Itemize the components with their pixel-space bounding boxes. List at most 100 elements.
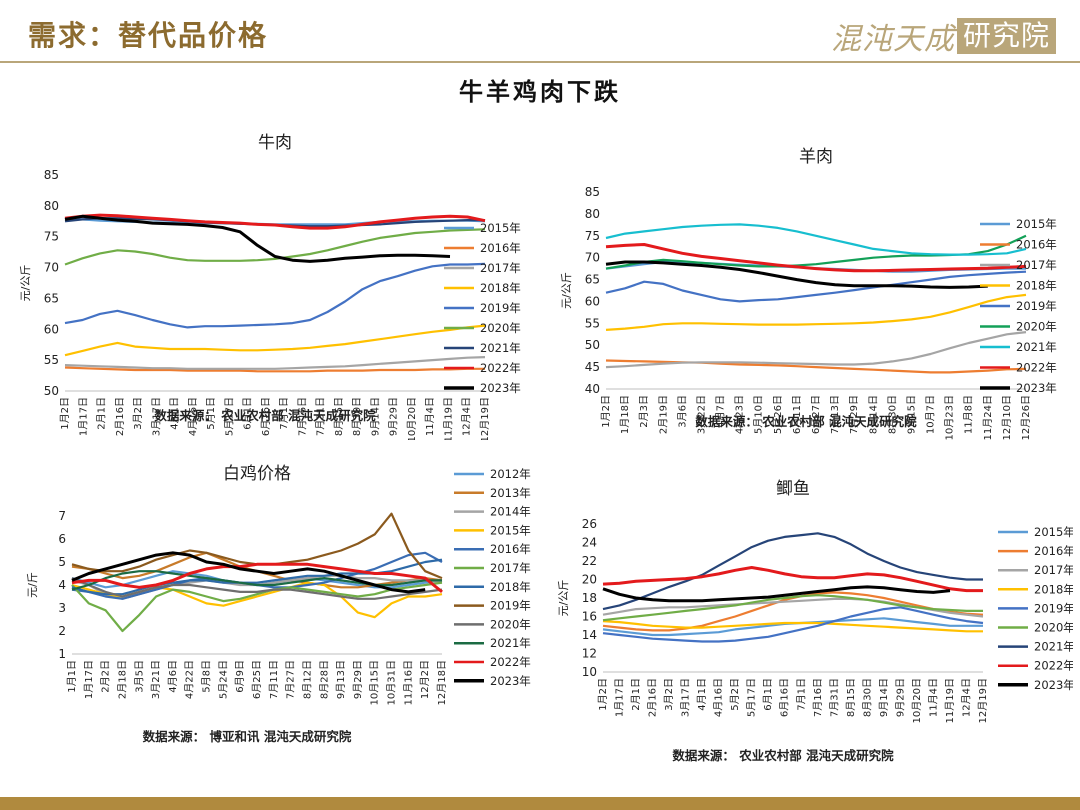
chicken-series-line [71, 581, 443, 633]
crucian-x-tick-label: 6月16日 [779, 678, 791, 717]
beef-legend-label: 2019年 [480, 301, 521, 315]
mutton-chart-title: 羊肉 [799, 147, 833, 167]
chicken-legend-label: 2021年 [490, 636, 531, 650]
chicken-legend-label: 2015年 [490, 523, 531, 537]
beef-y-tick-label: 55 [44, 353, 59, 367]
crucian-y-tick-label: 20 [582, 573, 597, 587]
mutton-legend-label: 2016年 [1016, 238, 1057, 252]
crucian-x-tick-label: 2月16日 [647, 678, 659, 717]
mutton-legend-label: 2022年 [1016, 361, 1057, 375]
mutton-legend-label: 2017年 [1016, 258, 1057, 272]
chicken-legend-label: 2014年 [490, 505, 531, 519]
crucian-legend-label: 2020年 [1034, 621, 1073, 635]
chicken-x-tick-label: 10月15日 [369, 660, 381, 705]
crucian-y-tick-label: 18 [582, 591, 597, 605]
crucian-x-tick-label: 5月2日 [729, 678, 741, 711]
chicken-x-tick-label: 5月8日 [201, 660, 213, 693]
chicken-legend-label: 2018年 [490, 580, 531, 594]
brand-logo: 混沌天成 研究院 [831, 14, 1056, 58]
mutton-x-tick-label: 10月23日 [944, 395, 956, 440]
chicken-legend-label: 2022年 [490, 655, 531, 669]
mutton-x-tick-label: 2月19日 [657, 395, 669, 434]
chicken-y-axis-label: 元/斤 [26, 572, 39, 598]
chicken-legend-label: 2017年 [490, 561, 531, 575]
mutton-y-axis-label: 元/公斤 [560, 272, 573, 309]
chicken-chart-title: 白鸡价格 [223, 464, 291, 484]
chicken-x-tick-label: 10月31日 [386, 660, 398, 705]
mutton-y-tick-label: 60 [585, 294, 600, 308]
crucian-y-tick-label: 26 [582, 517, 597, 531]
crucian-x-tick-label: 4月1日 [696, 678, 708, 711]
chicken-legend-label: 2023年 [490, 674, 531, 688]
crucian-y-tick-label: 14 [582, 628, 597, 642]
crucian-source-note: 数据来源： 农业农村部 混沌天成研究院 [671, 748, 894, 763]
beef-x-tick-label: 9月29日 [388, 397, 400, 436]
mutton-x-tick-label: 11月8日 [963, 395, 975, 434]
beef-y-tick-label: 80 [44, 199, 59, 213]
chicken-y-tick-label: 7 [58, 509, 66, 523]
beef-y-tick-label: 60 [44, 322, 59, 336]
crucian-x-tick-label: 11月4日 [927, 678, 939, 717]
mutton-x-tick-label: 12月10日 [1001, 395, 1013, 440]
beef-y-tick-label: 70 [44, 261, 59, 275]
beef-x-tick-label: 1月17日 [77, 397, 89, 436]
crucian-series-line [602, 594, 983, 622]
chicken-legend-label: 2012年 [490, 467, 531, 481]
crucian-x-tick-label: 1月17日 [614, 678, 626, 717]
mutton-x-tick-label: 5月10日 [753, 395, 765, 434]
crucian-legend-label: 2018年 [1034, 582, 1073, 596]
beef-series-line [64, 366, 485, 373]
beef-x-tick-label: 7月1日 [278, 397, 290, 430]
chart-crucian: 鲫鱼元/公斤 10 12 14 16 18 20 22 24 26 1月2日 1月17日 2月1日 2月1… [557, 479, 1073, 763]
crucian-y-tick-label: 12 [582, 647, 597, 661]
beef-series-line [64, 214, 451, 263]
chicken-y-tick-label: 1 [58, 647, 66, 661]
chicken-legend-label: 2019年 [490, 599, 531, 613]
crucian-series-line [602, 532, 983, 611]
brand-logo-box: 研究院 [956, 18, 1056, 54]
chart-mutton: 羊肉元/公斤 40 45 50 55 60 65 70 75 80 85 1月2日 1月18日 2月3日 2… [560, 147, 1057, 440]
chicken-series-line [71, 562, 443, 594]
chicken-x-tick-label: 1月17日 [83, 660, 95, 699]
beef-x-tick-label: 11月19日 [442, 397, 454, 440]
mutton-x-tick-label: 1月2日 [600, 395, 612, 428]
mutton-x-tick-label: 1月18日 [619, 395, 631, 434]
crucian-legend-label: 2017年 [1034, 563, 1073, 577]
mutton-series-line [605, 293, 1027, 331]
crucian-series-line [602, 620, 983, 633]
mutton-legend-label: 2023年 [1016, 381, 1057, 395]
beef-x-tick-label: 3月2日 [132, 397, 144, 430]
crucian-x-tick-label: 7月1日 [795, 678, 807, 711]
crucian-x-tick-label: 10月20日 [911, 678, 923, 723]
crucian-y-tick-label: 16 [582, 610, 597, 624]
brand-logo-script: 混沌天成 [830, 22, 955, 57]
mutton-y-tick-label: 40 [585, 382, 600, 396]
beef-y-axis-label: 元/公斤 [19, 265, 32, 302]
crucian-legend-label: 2019年 [1034, 601, 1073, 615]
crucian-series-line [602, 585, 951, 603]
chicken-legend-label: 2013年 [490, 486, 531, 500]
chicken-x-tick-label: 7月11日 [268, 660, 280, 699]
beef-source-note: 数据来源： 农业农村部 混沌天成研究院 [153, 408, 376, 423]
beef-x-tick-label: 3月17日 [150, 397, 162, 436]
chicken-x-tick-label: 3月21日 [150, 660, 162, 699]
mutton-legend-label: 2020年 [1016, 320, 1057, 334]
beef-x-tick-label: 2月1日 [96, 397, 108, 430]
mutton-y-tick-label: 55 [585, 316, 600, 330]
mutton-x-tick-label: 12月26日 [1020, 395, 1032, 440]
header-divider [0, 61, 1080, 63]
mutton-x-tick-label: 8月30日 [886, 395, 898, 434]
mutton-x-tick-label: 9月15日 [905, 395, 917, 434]
chicken-series-line [71, 512, 443, 580]
crucian-x-tick-label: 9月29日 [894, 678, 906, 717]
crucian-x-tick-label: 3月2日 [663, 678, 675, 711]
crucian-x-tick-label: 5月17日 [746, 678, 758, 717]
beef-legend-label: 2023年 [480, 381, 521, 395]
beef-x-tick-label: 1月2日 [59, 397, 71, 430]
mutton-x-tick-label: 8月14日 [867, 395, 879, 434]
beef-series-line [64, 324, 486, 357]
crucian-y-tick-label: 24 [582, 536, 597, 550]
chicken-series-line [71, 577, 443, 600]
footer-band [0, 797, 1080, 810]
crucian-x-tick-label: 3月17日 [680, 678, 692, 717]
